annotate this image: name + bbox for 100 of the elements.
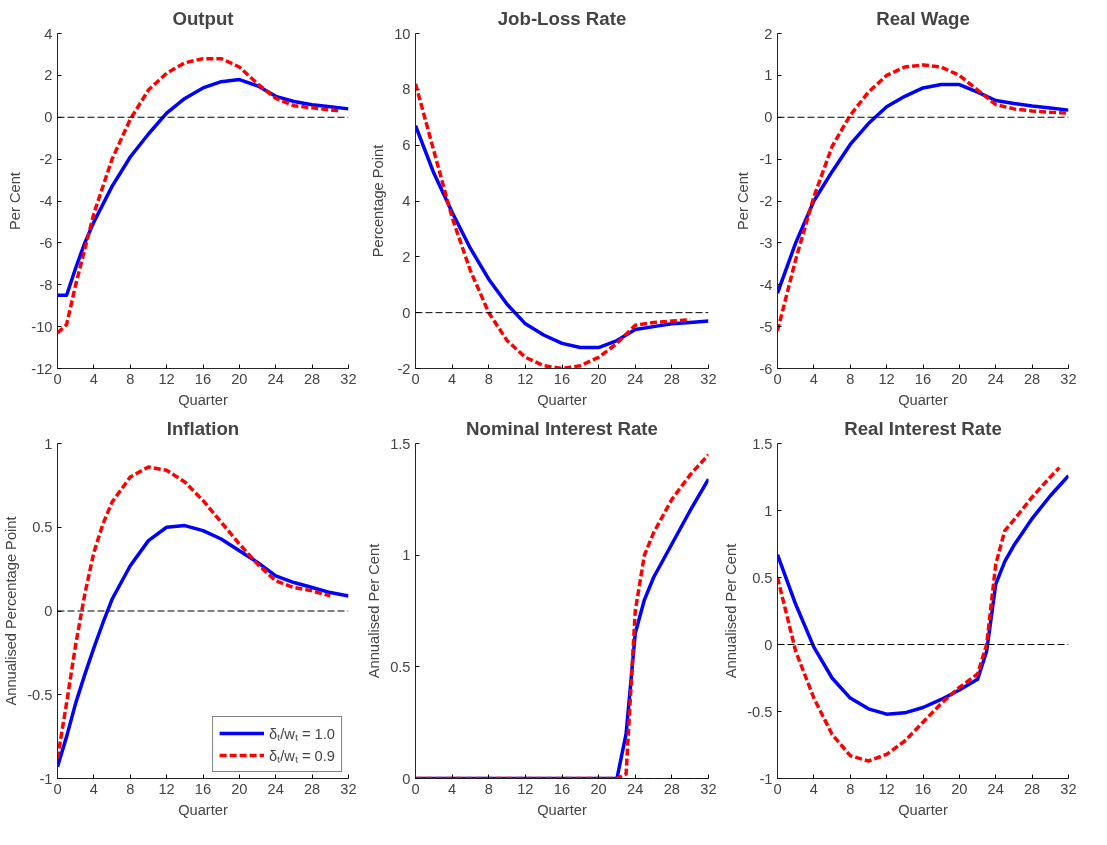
x-tick-label: 8 bbox=[846, 780, 855, 797]
y-tick-label: -1 bbox=[759, 151, 773, 168]
chart-title: Job-Loss Rate bbox=[497, 7, 627, 29]
y-tick-label: -2 bbox=[397, 360, 411, 377]
chart-title: Real Wage bbox=[876, 7, 970, 29]
x-tick-label: 32 bbox=[340, 370, 357, 387]
x-tick-label: 24 bbox=[987, 780, 1004, 797]
x-tick-label: 12 bbox=[878, 370, 895, 387]
y-tick-label: 0 bbox=[402, 304, 411, 321]
y-tick-label: 0 bbox=[44, 109, 53, 126]
y-tick-label: 0 bbox=[764, 636, 773, 653]
x-tick-label: 16 bbox=[914, 370, 932, 387]
x-tick-label: 24 bbox=[987, 370, 1004, 387]
x-tick-label: 4 bbox=[809, 370, 818, 387]
x-tick-label: 8 bbox=[484, 370, 493, 387]
x-axis-title: Quarter bbox=[178, 801, 228, 818]
x-tick-label: 20 bbox=[590, 370, 607, 387]
y-tick-label: 4 bbox=[44, 25, 53, 42]
x-tick-label: 24 bbox=[627, 370, 644, 387]
x-tick-label: 16 bbox=[194, 370, 212, 387]
y-tick-label: 1 bbox=[402, 547, 411, 564]
y-tick-label: 4 bbox=[402, 193, 411, 209]
x-tick-label: 4 bbox=[89, 370, 98, 387]
x-tick-label: 16 bbox=[553, 370, 571, 387]
y-tick-label: 1 bbox=[764, 502, 773, 519]
x-tick-label: 4 bbox=[448, 370, 457, 387]
x-tick-label: 20 bbox=[231, 780, 248, 797]
x-axis-title: Quarter bbox=[537, 391, 587, 408]
y-tick-label: -3 bbox=[759, 234, 773, 251]
y-tick-label: -4 bbox=[39, 193, 53, 209]
x-tick-label: 28 bbox=[1023, 370, 1041, 387]
y-tick-label: -8 bbox=[39, 276, 53, 293]
y-tick-label: 2 bbox=[764, 25, 773, 42]
y-axis-title: Percentage Point bbox=[370, 144, 387, 258]
legend-label: δₜ/wₜ = 0.9 bbox=[269, 747, 335, 765]
chart-title: Inflation bbox=[166, 417, 240, 439]
x-tick-label: 12 bbox=[158, 370, 175, 387]
x-tick-label: 12 bbox=[517, 370, 534, 387]
x-tick-label: 12 bbox=[878, 780, 895, 797]
x-tick-label: 28 bbox=[1023, 780, 1041, 797]
y-tick-label: -6 bbox=[39, 234, 53, 251]
y-axis-title: Annualised Per Cent bbox=[366, 543, 383, 679]
x-tick-label: 4 bbox=[89, 780, 98, 797]
y-axis-title: Per Cent bbox=[7, 172, 24, 230]
x-tick-label: 20 bbox=[231, 370, 248, 387]
x-tick-label: 28 bbox=[663, 370, 681, 387]
x-tick-label: 24 bbox=[267, 370, 284, 387]
x-axis-title: Quarter bbox=[537, 801, 587, 818]
chart-title: Output bbox=[172, 7, 234, 29]
x-axis-title: Quarter bbox=[898, 391, 948, 408]
y-tick-label: -0.5 bbox=[747, 703, 773, 720]
y-tick-label: 1 bbox=[44, 435, 53, 452]
x-tick-label: 28 bbox=[303, 780, 321, 797]
x-tick-label: 24 bbox=[627, 780, 644, 797]
x-tick-label: 12 bbox=[517, 780, 534, 797]
legend-label: δₜ/wₜ = 1.0 bbox=[269, 725, 335, 743]
y-tick-label: 0.5 bbox=[390, 658, 411, 675]
x-tick-label: 32 bbox=[1060, 370, 1077, 387]
x-tick-label: 32 bbox=[1060, 780, 1077, 797]
x-tick-label: 20 bbox=[951, 370, 968, 387]
y-tick-label: -12 bbox=[31, 360, 53, 377]
y-tick-label: -5 bbox=[759, 318, 773, 335]
y-tick-label: -2 bbox=[39, 151, 53, 168]
y-tick-label: 6 bbox=[402, 137, 411, 154]
x-tick-label: 4 bbox=[448, 780, 457, 797]
y-tick-label: -6 bbox=[759, 360, 773, 377]
y-axis-title: Per Cent bbox=[735, 172, 752, 230]
x-tick-label: 20 bbox=[590, 780, 607, 797]
x-tick-label: 28 bbox=[303, 370, 321, 387]
chart-title: Nominal Interest Rate bbox=[466, 417, 658, 439]
x-tick-label: 8 bbox=[484, 780, 493, 797]
y-tick-label: 2 bbox=[44, 67, 53, 84]
x-tick-label: 12 bbox=[158, 780, 175, 797]
x-axis-title: Quarter bbox=[898, 801, 948, 818]
y-tick-label: -1 bbox=[759, 770, 773, 787]
x-tick-label: 4 bbox=[809, 780, 818, 797]
y-tick-label: 1.5 bbox=[752, 435, 773, 452]
x-tick-label: 8 bbox=[126, 780, 135, 797]
x-tick-label: 16 bbox=[553, 780, 571, 797]
y-tick-label: 0 bbox=[44, 603, 53, 619]
y-tick-label: -10 bbox=[31, 318, 53, 335]
x-tick-label: 8 bbox=[126, 370, 135, 387]
x-tick-label: 16 bbox=[914, 780, 932, 797]
x-axis-title: Quarter bbox=[178, 391, 228, 408]
y-tick-label: 1 bbox=[764, 67, 773, 84]
y-tick-label: 0.5 bbox=[752, 569, 773, 586]
y-tick-label: 2 bbox=[402, 248, 411, 265]
x-tick-label: 32 bbox=[340, 780, 357, 797]
y-tick-label: -0.5 bbox=[27, 686, 53, 703]
y-tick-label: 8 bbox=[402, 81, 411, 98]
y-tick-label: 1.5 bbox=[390, 435, 411, 452]
x-tick-label: 8 bbox=[846, 370, 855, 387]
y-tick-label: -4 bbox=[759, 276, 773, 293]
chart-title: Real Interest Rate bbox=[844, 417, 1002, 439]
x-tick-label: 16 bbox=[194, 780, 212, 797]
x-tick-label: 32 bbox=[700, 780, 717, 797]
y-tick-label: -1 bbox=[39, 770, 53, 787]
y-axis-title: Annualised Per Cent bbox=[723, 543, 740, 679]
y-tick-label: 0.5 bbox=[32, 519, 53, 536]
x-tick-label: 32 bbox=[700, 370, 717, 387]
